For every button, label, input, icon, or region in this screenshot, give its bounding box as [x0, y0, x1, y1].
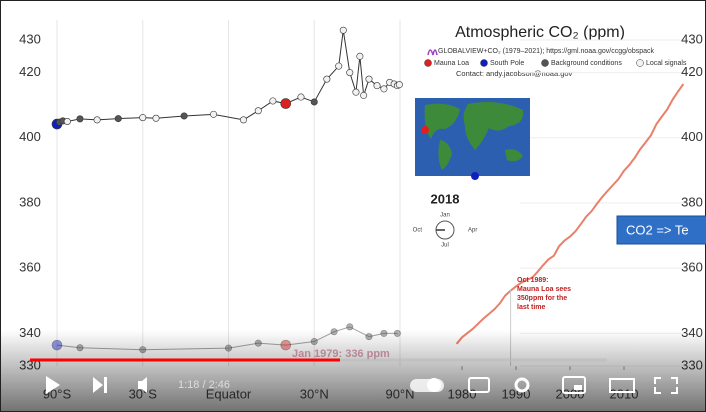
y-tick-label: 380 [19, 194, 41, 209]
month-label: Jul [441, 243, 449, 249]
data-point [366, 76, 372, 82]
data-point [298, 94, 304, 100]
legend-marker [481, 60, 488, 67]
month-label: Oct [413, 228, 423, 234]
month-label: Apr [468, 228, 477, 234]
time-display: 1:18 / 2:46 [178, 379, 230, 391]
legend-label: South Pole [490, 60, 524, 67]
data-point [311, 99, 317, 105]
y-tick-label: 380 [681, 194, 703, 209]
data-point [340, 27, 346, 33]
legend-label: Mauna Loa [434, 60, 469, 67]
autoplay-knob [427, 378, 441, 392]
data-point [374, 82, 380, 88]
data-point [324, 76, 330, 82]
annotation: Oct 1989: [517, 277, 549, 284]
legend-label: Background conditions [551, 60, 622, 67]
annotation: 350ppm for the [517, 295, 567, 302]
month-label: Jan [440, 213, 450, 219]
data-point [115, 115, 121, 121]
data-point [153, 115, 159, 121]
overlay-button-label[interactable]: CO2 => Te [626, 222, 689, 237]
data-point [64, 118, 70, 124]
data-point [381, 86, 387, 92]
legend-marker [425, 60, 432, 67]
data-point [210, 111, 216, 117]
data-point [94, 117, 100, 123]
data-point [255, 108, 261, 114]
data-point [360, 92, 366, 98]
data-point [77, 116, 83, 122]
y-tick-label: 360 [681, 260, 703, 275]
data-point [181, 113, 187, 119]
video-player: 90°S30°SEquator30°N90°N33034036038040042… [0, 0, 706, 412]
data-point [396, 81, 402, 87]
world-map [415, 98, 530, 180]
controls-shade [1, 330, 705, 411]
data-point [347, 69, 353, 75]
data-point [336, 63, 342, 69]
source-note: GLOBALVIEW+CO₂ (1979–2021); https://gml.… [438, 48, 655, 55]
legend-marker [637, 60, 644, 67]
chart-title: Atmospheric CO₂ (ppm) [455, 24, 625, 41]
data-point [347, 324, 353, 330]
y-tick-label: 400 [681, 129, 703, 144]
contact: Contact: andy.jacobson@noaa.gov [456, 69, 573, 78]
miniplayer-icon [574, 385, 582, 390]
data-point [281, 99, 291, 109]
data-point [353, 89, 359, 95]
y-tick-label: 420 [19, 64, 41, 79]
data-point [240, 117, 246, 123]
annotation: last time [517, 304, 546, 311]
y-tick-label: 360 [19, 260, 41, 275]
legend-marker [542, 60, 549, 67]
y-tick-label: 400 [19, 129, 41, 144]
data-point [270, 98, 276, 104]
season-dial [436, 221, 454, 239]
year-label: 2018 [431, 191, 460, 206]
y-tick-label: 430 [681, 31, 703, 46]
data-point [357, 53, 363, 59]
annotation: Mauna Loa sees [517, 286, 571, 293]
y-tick-label: 420 [681, 64, 703, 79]
y-tick-label: 430 [19, 31, 41, 46]
data-point [140, 114, 146, 120]
